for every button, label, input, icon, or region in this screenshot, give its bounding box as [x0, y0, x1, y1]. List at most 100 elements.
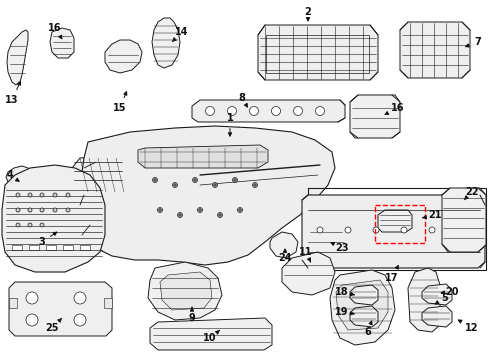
Polygon shape [148, 262, 222, 320]
Circle shape [152, 177, 157, 183]
Circle shape [16, 208, 20, 212]
Circle shape [219, 214, 221, 216]
Circle shape [232, 177, 238, 183]
Circle shape [214, 184, 216, 186]
Circle shape [205, 107, 215, 116]
Text: 18: 18 [335, 287, 354, 297]
Polygon shape [350, 285, 378, 305]
Circle shape [74, 292, 86, 304]
Polygon shape [105, 40, 142, 73]
Polygon shape [330, 270, 395, 345]
Circle shape [53, 208, 57, 212]
Polygon shape [76, 126, 335, 265]
Bar [9, 298, 17, 308]
Circle shape [172, 183, 177, 188]
Text: 25: 25 [45, 318, 62, 333]
Text: 2: 2 [305, 7, 311, 21]
Text: 3: 3 [39, 232, 57, 247]
Text: 22: 22 [464, 187, 479, 200]
Polygon shape [422, 306, 452, 327]
Polygon shape [378, 210, 412, 232]
Text: 16: 16 [48, 23, 62, 39]
Text: 24: 24 [278, 249, 292, 263]
Bar [29, 245, 39, 250]
Polygon shape [408, 268, 440, 332]
Text: 21: 21 [423, 210, 442, 220]
Circle shape [227, 107, 237, 116]
Polygon shape [270, 232, 298, 258]
Text: 17: 17 [385, 265, 399, 283]
Polygon shape [9, 282, 112, 336]
Circle shape [28, 193, 32, 197]
Circle shape [429, 227, 435, 233]
Circle shape [345, 227, 351, 233]
Circle shape [53, 193, 57, 197]
Text: 16: 16 [385, 103, 405, 114]
Circle shape [316, 107, 324, 116]
Circle shape [271, 107, 280, 116]
Text: 1: 1 [227, 113, 233, 136]
Circle shape [238, 207, 243, 212]
Circle shape [194, 179, 196, 181]
Text: 15: 15 [113, 91, 127, 113]
Polygon shape [2, 165, 105, 272]
Polygon shape [350, 95, 400, 138]
Circle shape [28, 223, 32, 227]
Text: 10: 10 [203, 330, 220, 343]
Circle shape [177, 212, 182, 217]
Polygon shape [400, 22, 470, 78]
Polygon shape [442, 188, 486, 252]
Polygon shape [50, 28, 74, 58]
Text: 5: 5 [435, 293, 448, 304]
Circle shape [179, 214, 181, 216]
Circle shape [239, 209, 241, 211]
Circle shape [317, 227, 323, 233]
Text: 23: 23 [331, 243, 349, 253]
Circle shape [26, 292, 38, 304]
Bar [266, 35, 369, 73]
Polygon shape [336, 280, 388, 330]
Circle shape [40, 193, 44, 197]
Text: 9: 9 [189, 307, 196, 323]
Circle shape [401, 227, 407, 233]
Bar [63, 245, 73, 250]
Text: 11: 11 [299, 247, 313, 262]
Polygon shape [72, 155, 124, 192]
Text: 20: 20 [441, 287, 459, 297]
Bar [104, 298, 112, 308]
Circle shape [234, 179, 236, 181]
Polygon shape [258, 25, 378, 80]
Bar [375, 205, 425, 243]
Circle shape [159, 209, 161, 211]
Circle shape [154, 179, 156, 181]
Circle shape [66, 193, 70, 197]
Circle shape [252, 183, 258, 188]
Polygon shape [350, 306, 378, 327]
Circle shape [213, 183, 218, 188]
Text: 8: 8 [239, 93, 247, 107]
Polygon shape [192, 100, 345, 122]
Circle shape [199, 209, 201, 211]
Polygon shape [138, 145, 268, 168]
Polygon shape [152, 18, 180, 68]
Text: 12: 12 [458, 320, 479, 333]
Text: 6: 6 [365, 321, 372, 337]
Circle shape [16, 193, 20, 197]
Polygon shape [422, 284, 452, 305]
Circle shape [254, 184, 256, 186]
Circle shape [16, 223, 20, 227]
Polygon shape [150, 318, 272, 350]
Circle shape [40, 223, 44, 227]
Text: 7: 7 [466, 37, 481, 47]
Circle shape [193, 177, 197, 183]
Polygon shape [282, 252, 335, 295]
Circle shape [294, 107, 302, 116]
Text: 4: 4 [7, 170, 19, 181]
Polygon shape [160, 272, 212, 310]
Circle shape [28, 208, 32, 212]
Polygon shape [302, 195, 485, 268]
Circle shape [66, 208, 70, 212]
Polygon shape [6, 166, 30, 186]
Text: 13: 13 [5, 81, 21, 105]
Bar [308, 188, 486, 270]
